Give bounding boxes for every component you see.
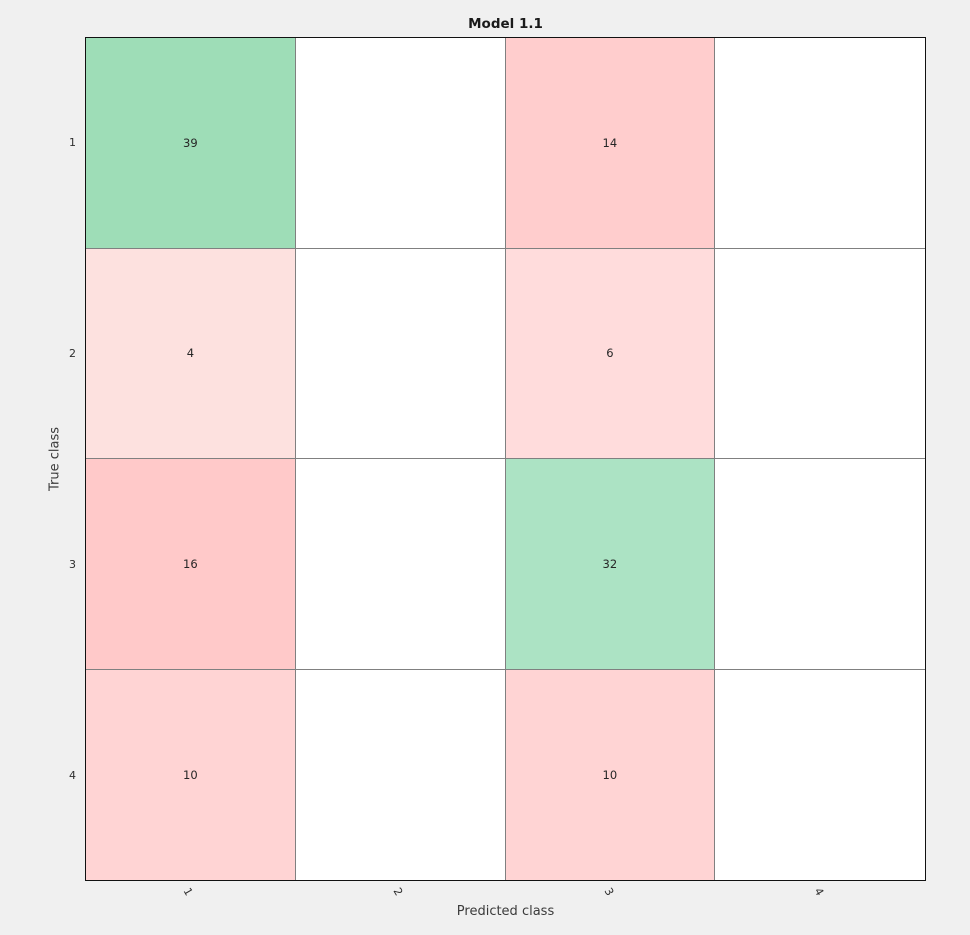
cell-value: 6 xyxy=(606,346,614,361)
matrix-cell-r4c1: 10 xyxy=(86,669,296,880)
plot-area: 39 14 4 6 16 32 10 10 xyxy=(85,37,926,881)
chart-title: Model 1.1 xyxy=(468,16,543,32)
cell-value: 10 xyxy=(602,767,618,782)
matrix-cell-r3c3: 32 xyxy=(505,459,716,670)
y-tick-label-1: 1 xyxy=(69,135,76,149)
matrix-cell-r1c4 xyxy=(715,38,925,249)
cell-value: 4 xyxy=(186,346,195,361)
matrix-cell-r2c4 xyxy=(715,248,925,459)
y-tick-label-2: 2 xyxy=(69,346,76,360)
x-tick-label-3: 3 xyxy=(601,885,616,899)
cell-value: 14 xyxy=(602,135,618,150)
matrix-cell-r1c3: 14 xyxy=(505,38,716,249)
x-tick-label-2: 2 xyxy=(390,885,406,899)
matrix-cell-r4c4 xyxy=(715,669,925,880)
x-axis-label: Predicted class xyxy=(456,904,555,919)
matrix-cell-r4c3: 10 xyxy=(505,669,716,880)
cell-value: 10 xyxy=(183,767,198,782)
matrix-cell-r2c2 xyxy=(295,248,506,459)
x-tick-label-1: 1 xyxy=(180,885,196,899)
matrix-cell-r2c1: 4 xyxy=(86,248,296,459)
y-axis-label: True class xyxy=(47,426,63,492)
matrix-cell-r1c1: 39 xyxy=(86,38,296,249)
matrix-cell-r3c1: 16 xyxy=(86,459,296,670)
matrix-grid: 39 14 4 6 16 32 10 10 xyxy=(86,38,925,880)
matrix-cell-r2c3: 6 xyxy=(505,248,716,459)
matrix-cell-r3c4 xyxy=(715,459,925,670)
cell-value: 16 xyxy=(183,556,198,571)
y-tick-label-4: 4 xyxy=(69,768,76,782)
matrix-cell-r4c2 xyxy=(295,669,506,880)
y-tick-label-3: 3 xyxy=(69,557,76,571)
cell-value: 32 xyxy=(602,556,618,571)
cell-value: 39 xyxy=(183,135,198,150)
x-tick-label-4: 4 xyxy=(811,885,827,899)
matrix-cell-r1c2 xyxy=(295,38,506,249)
matrix-cell-r3c2 xyxy=(295,459,506,670)
